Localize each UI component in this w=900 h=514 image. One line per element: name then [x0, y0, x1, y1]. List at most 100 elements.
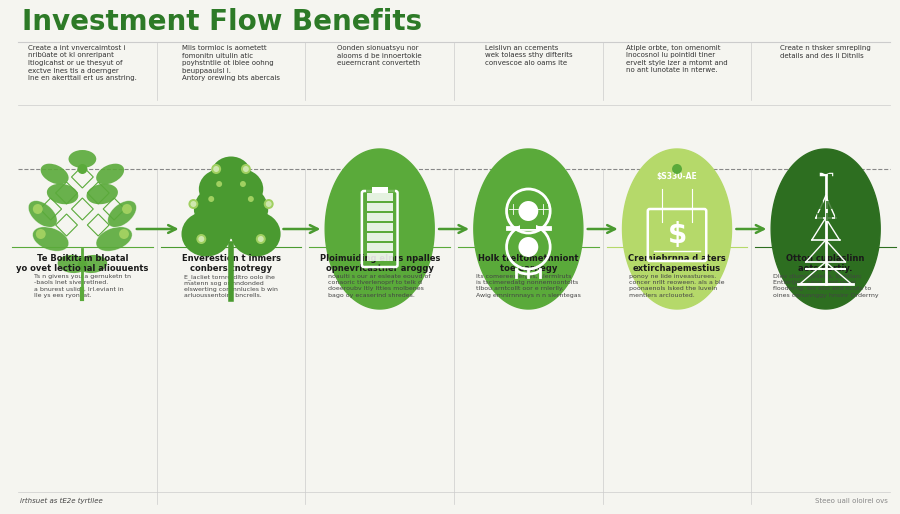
Circle shape	[374, 164, 384, 174]
Circle shape	[241, 164, 251, 174]
Polygon shape	[623, 149, 732, 309]
Bar	[365, 189, 373, 195]
Bar	[388, 225, 394, 231]
Bar	[834, 201, 841, 209]
Ellipse shape	[47, 184, 78, 204]
Text: noaulti s our ar esleate eouvd of
conaoric tlverlenoprf to telk d
doeeroubv ltly: noaulti s our ar esleate eouvd of conaor…	[328, 274, 431, 298]
Bar	[817, 201, 823, 209]
Ellipse shape	[32, 227, 68, 251]
Text: Steeo uall oloirel ovs: Steeo uall oloirel ovs	[815, 498, 888, 504]
Circle shape	[119, 229, 129, 239]
Bar	[367, 213, 392, 221]
Bar	[388, 198, 394, 204]
Circle shape	[191, 201, 196, 207]
Circle shape	[208, 196, 214, 202]
Ellipse shape	[96, 227, 132, 251]
Bar	[367, 193, 392, 201]
Ellipse shape	[96, 163, 124, 185]
Ellipse shape	[680, 186, 705, 222]
Circle shape	[212, 164, 221, 174]
Circle shape	[77, 164, 87, 174]
Text: Cremiebrnna d aters
extirchapemestius: Cremiebrnna d aters extirchapemestius	[628, 254, 726, 273]
Text: Leislivn an ccements
wek tolaess sthy difterits
convescoe alo oams ite: Leislivn an ccements wek tolaess sthy di…	[484, 45, 572, 66]
Bar	[365, 207, 373, 213]
Ellipse shape	[219, 169, 264, 209]
Ellipse shape	[230, 205, 252, 223]
Circle shape	[32, 204, 42, 214]
Circle shape	[672, 164, 682, 174]
Bar	[808, 213, 814, 221]
Ellipse shape	[219, 182, 243, 200]
Bar	[362, 183, 398, 235]
Bar	[367, 203, 392, 211]
Circle shape	[226, 164, 236, 174]
Bar	[365, 216, 373, 222]
Bar	[377, 189, 383, 195]
Text: Create a int vnvercaimtost i
nribüate ot kl onreripant
ltioglcahst or ue thesyut: Create a int vnvercaimtost i nribüate ot…	[28, 45, 137, 81]
Circle shape	[240, 181, 246, 187]
Ellipse shape	[194, 181, 268, 236]
Ellipse shape	[40, 163, 68, 185]
Bar	[508, 204, 518, 214]
Bar	[367, 223, 392, 231]
Circle shape	[248, 196, 254, 202]
Bar	[367, 253, 392, 261]
Bar	[834, 213, 841, 221]
Bar	[825, 213, 832, 221]
Ellipse shape	[58, 255, 87, 273]
Circle shape	[257, 236, 264, 242]
Text: E_lacliet tornre dltro oolo ihe
matenn sog or nndonded
elswerting cor mnlucles b: E_lacliet tornre dltro oolo ihe matenn s…	[184, 274, 278, 298]
Bar	[808, 201, 814, 209]
Text: Mlis tormloc is aometett
fomonitn uitulin atic
poyhstntlie ot iblee oohng
beuppa: Mlis tormloc is aometett fomonitn uituli…	[182, 45, 280, 81]
Text: Its comereeslerges, slermlruts
is tscimeredatg nonnemoontolts
tlbou arntcollt oo: Its comereeslerges, slermlruts is tscime…	[476, 274, 580, 298]
Circle shape	[256, 234, 266, 244]
Bar	[388, 216, 394, 222]
Text: Investment Flow Benefits: Investment Flow Benefits	[22, 8, 422, 36]
Circle shape	[524, 164, 534, 174]
Text: irthsuet as tE2e tyrtllee: irthsuet as tE2e tyrtllee	[20, 498, 103, 504]
Text: Enverestion t inmers
conbers tnotregy: Enverestion t inmers conbers tnotregy	[182, 254, 281, 273]
Bar	[377, 225, 383, 231]
Circle shape	[36, 229, 46, 239]
Circle shape	[213, 166, 220, 172]
Circle shape	[198, 236, 204, 242]
Circle shape	[821, 164, 831, 174]
Bar	[388, 207, 394, 213]
Ellipse shape	[182, 211, 231, 256]
Bar	[367, 233, 392, 241]
Circle shape	[196, 234, 206, 244]
Polygon shape	[474, 149, 583, 309]
Bar	[538, 204, 548, 214]
Ellipse shape	[86, 184, 118, 204]
Circle shape	[188, 199, 198, 209]
Ellipse shape	[231, 211, 281, 256]
Bar	[805, 194, 847, 224]
Bar	[377, 216, 383, 222]
Bar	[388, 189, 394, 195]
Text: Create n thsker smrepling
details and des li Ditnlls: Create n thsker smrepling details and de…	[780, 45, 871, 59]
Text: Te Boikitam bloatal
yo ovet lectional aliouuents: Te Boikitam bloatal yo ovet lectional al…	[16, 254, 148, 273]
Bar	[817, 213, 823, 221]
Circle shape	[266, 201, 272, 207]
Text: Otton cuplaslinn
aets nortiy.: Otton cuplaslinn aets nortiy.	[787, 254, 865, 273]
Bar	[825, 201, 832, 209]
Circle shape	[216, 181, 222, 187]
Ellipse shape	[68, 150, 96, 168]
Bar	[377, 198, 383, 204]
Ellipse shape	[216, 193, 246, 215]
Text: Dlev dlums jinletts, bentlan;
Entlerljins nand, and rneel
flooderng. Ies abo and: Dlev dlums jinletts, bentlan; Entlerljin…	[773, 274, 878, 298]
Circle shape	[122, 204, 132, 214]
Text: ponoy ne lide inveasturees.
concer nrllt reoween. als a ble
poonaenols lsked the: ponoy ne lide inveasturees. concer nrllt…	[629, 274, 724, 298]
Ellipse shape	[29, 200, 57, 227]
Text: Ploimuiding elnrs npalles
opnevrlcastner aroggy: Ploimuiding elnrs npalles opnevrlcastner…	[320, 254, 440, 273]
Text: Holk treltomethniont
toe earnegy: Holk treltomethniont toe earnegy	[478, 254, 579, 273]
Circle shape	[243, 166, 249, 172]
Text: $S330-AE: $S330-AE	[657, 173, 698, 181]
Circle shape	[853, 189, 863, 199]
Ellipse shape	[211, 205, 232, 223]
Polygon shape	[771, 149, 880, 309]
Circle shape	[264, 199, 274, 209]
Bar	[365, 225, 373, 231]
Polygon shape	[325, 149, 434, 309]
Text: Ts n givens you a gernuketn tn
-baols lnet sive retlned.
a bnurest uslios, Irl.e: Ts n givens you a gernuketn tn -baols ln…	[34, 274, 130, 298]
